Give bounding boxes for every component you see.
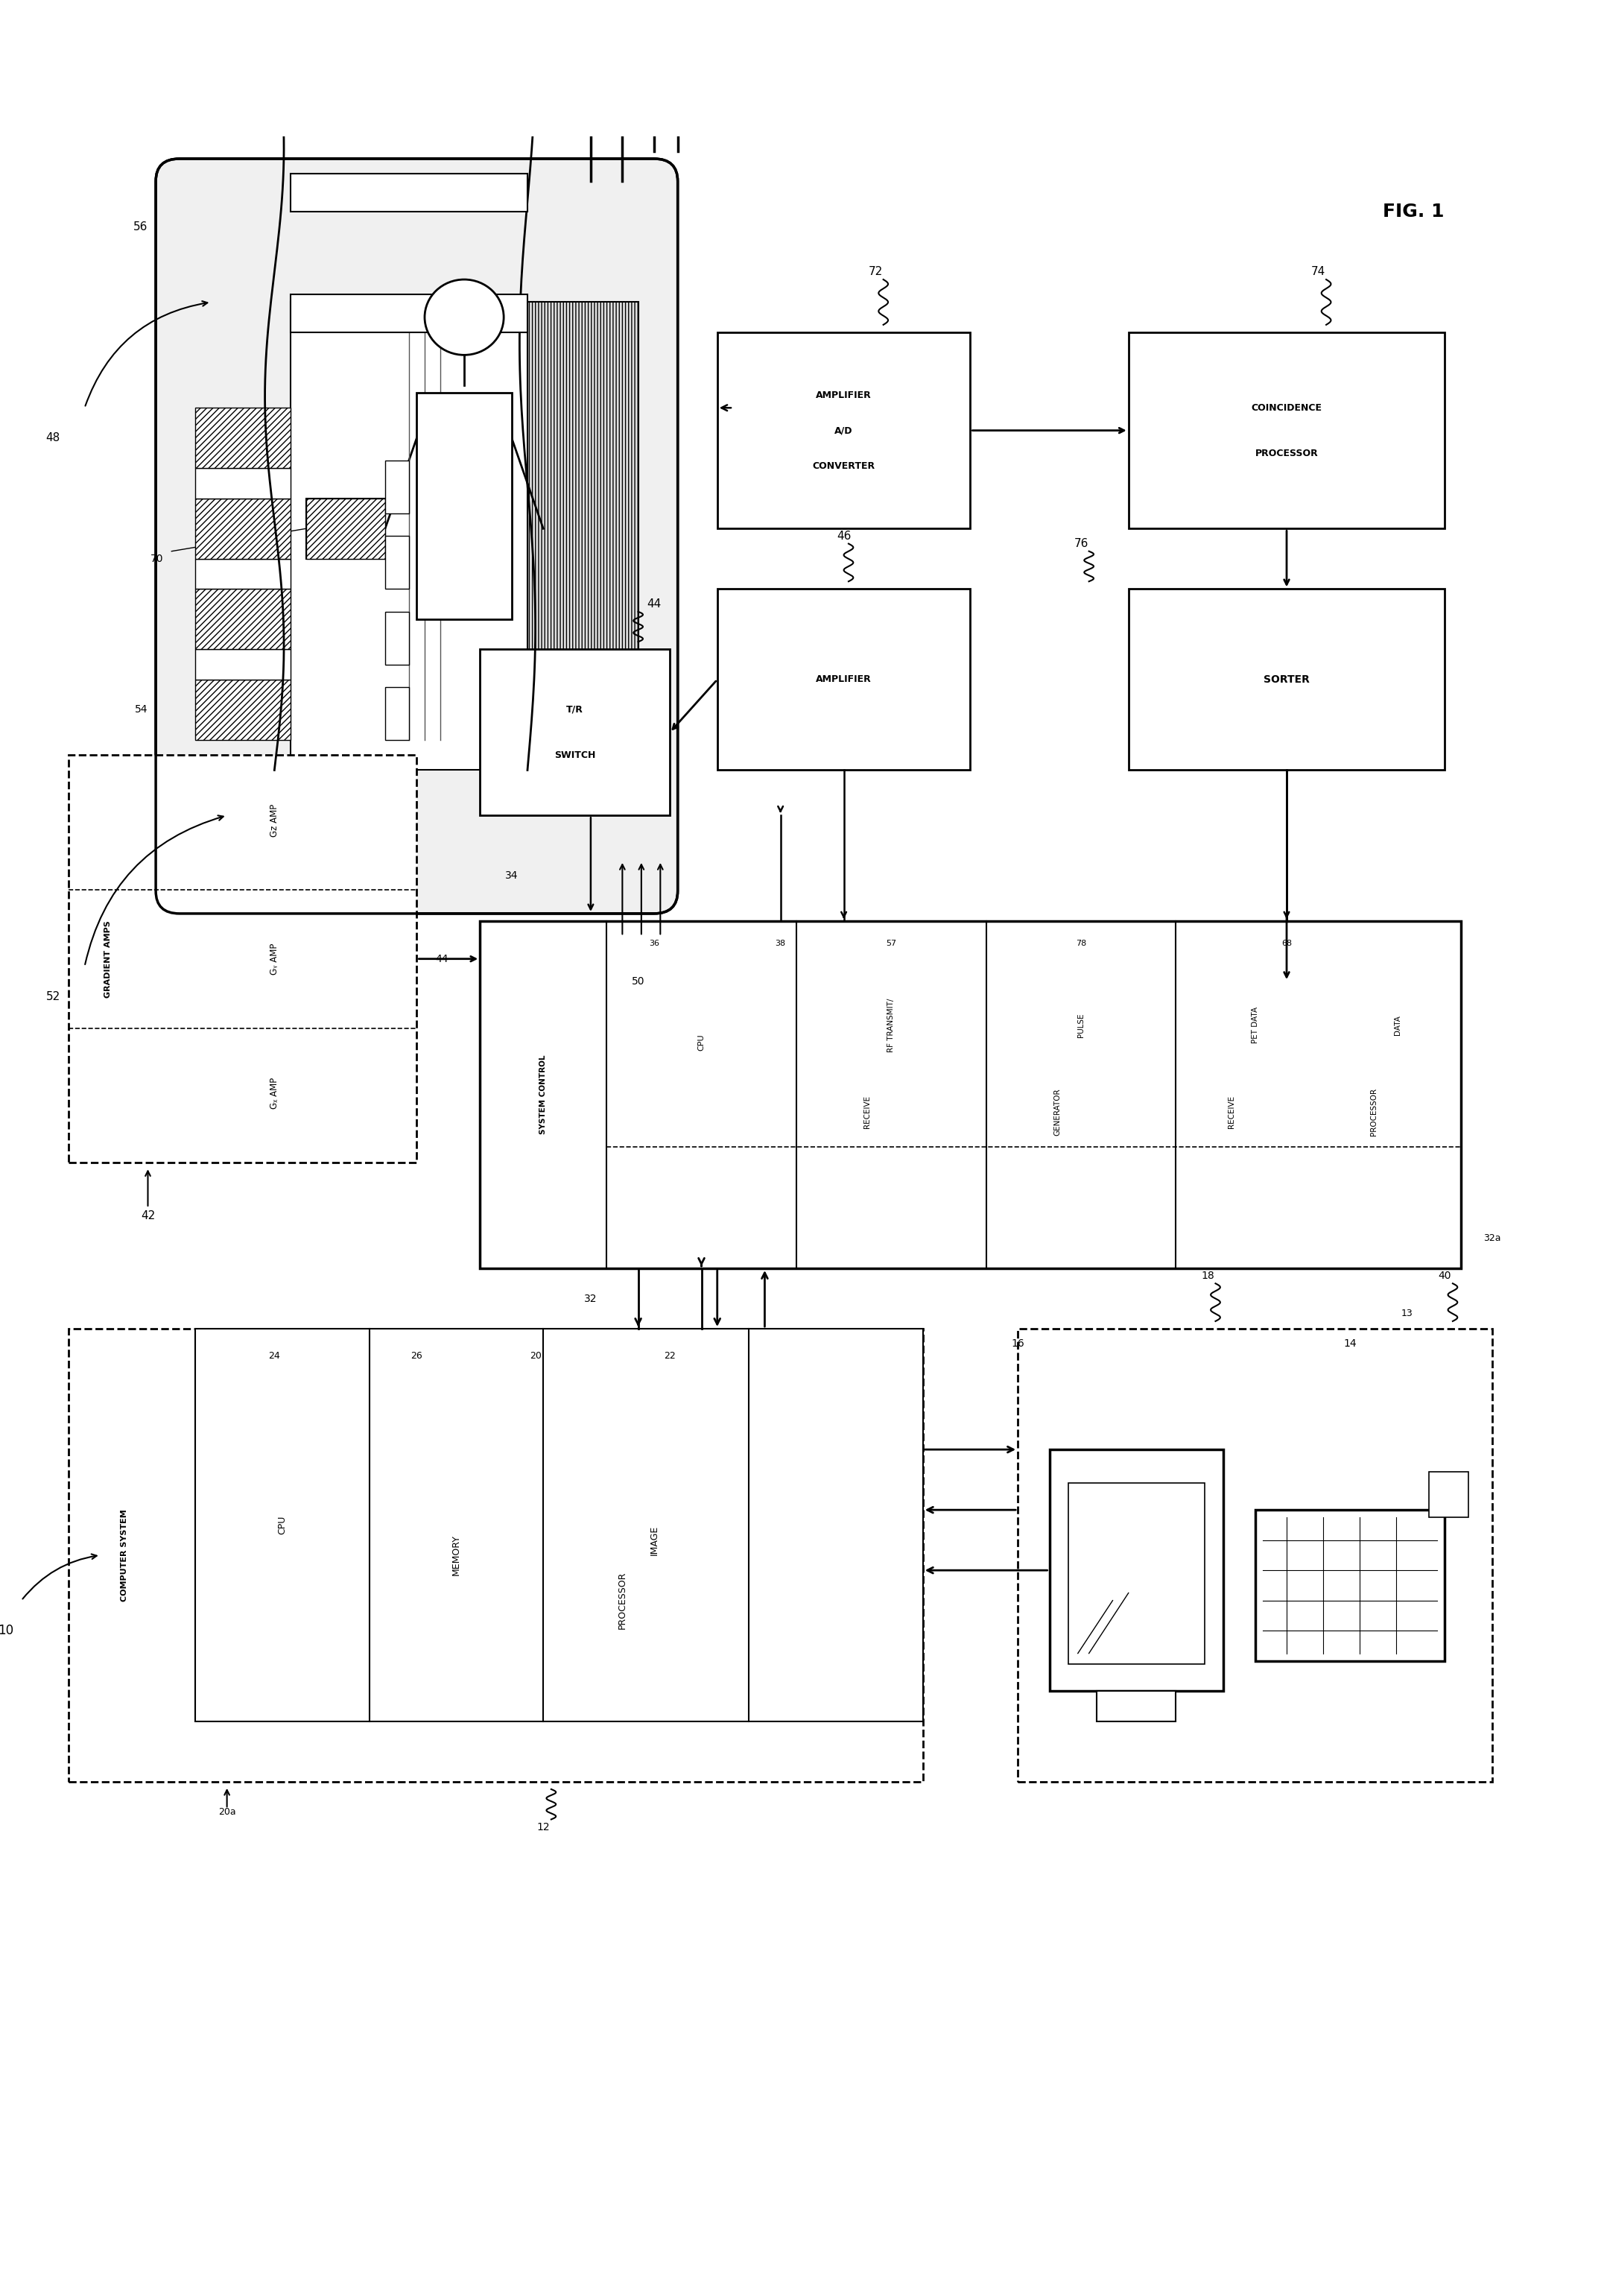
Bar xyxy=(717,590,970,769)
Text: 48: 48 xyxy=(47,432,59,443)
FancyBboxPatch shape xyxy=(156,158,678,914)
Bar xyxy=(69,755,417,1162)
Bar xyxy=(290,303,544,769)
Text: 70: 70 xyxy=(151,553,164,565)
Text: 36: 36 xyxy=(648,939,659,948)
Bar xyxy=(196,650,290,680)
Bar xyxy=(651,7,698,46)
Text: 12: 12 xyxy=(537,1821,550,1832)
Text: 26: 26 xyxy=(411,1350,422,1362)
Text: GENERATOR: GENERATOR xyxy=(1054,1088,1060,1137)
Text: RF TRANSMIT/: RF TRANSMIT/ xyxy=(887,999,895,1052)
Text: 13: 13 xyxy=(1402,1309,1413,1318)
Bar xyxy=(528,303,638,769)
Text: Gᵪ AMP: Gᵪ AMP xyxy=(269,1077,279,1109)
Text: CPU: CPU xyxy=(277,1515,287,1534)
Text: 22: 22 xyxy=(664,1350,675,1362)
Bar xyxy=(1068,1483,1205,1665)
Text: COMPUTER SYSTEM: COMPUTER SYSTEM xyxy=(120,1508,128,1600)
Text: PULSE: PULSE xyxy=(1078,1013,1084,1038)
Bar xyxy=(1429,1472,1469,1518)
Bar xyxy=(196,1329,922,1722)
Bar xyxy=(385,611,409,664)
Text: 52: 52 xyxy=(47,992,59,1001)
Bar xyxy=(385,537,409,590)
Text: 76: 76 xyxy=(1073,537,1088,549)
Text: IMAGE: IMAGE xyxy=(650,1525,659,1554)
Text: CPU: CPU xyxy=(698,1033,706,1052)
Bar xyxy=(196,409,290,468)
Text: PROCESSOR: PROCESSOR xyxy=(618,1573,627,1630)
Text: 78: 78 xyxy=(1076,939,1086,948)
Bar xyxy=(290,174,528,211)
Text: 44: 44 xyxy=(435,953,449,964)
Bar xyxy=(1129,333,1445,528)
Bar xyxy=(717,333,970,528)
Bar xyxy=(290,294,528,333)
Text: COINCIDENCE: COINCIDENCE xyxy=(1251,404,1322,413)
Text: PROCESSOR: PROCESSOR xyxy=(1370,1088,1378,1137)
Text: T/R: T/R xyxy=(566,705,584,714)
Bar xyxy=(480,650,670,815)
Text: 40: 40 xyxy=(1439,1270,1452,1281)
Bar xyxy=(306,498,385,558)
Text: DATA: DATA xyxy=(1394,1015,1400,1035)
Text: SORTER: SORTER xyxy=(1264,675,1310,684)
Bar xyxy=(1049,1449,1224,1692)
Text: Gᴢ AMP: Gᴢ AMP xyxy=(269,804,279,836)
Text: 38: 38 xyxy=(775,939,786,948)
Bar xyxy=(1097,1692,1176,1722)
Text: 56: 56 xyxy=(133,220,148,232)
Text: 20a: 20a xyxy=(218,1807,236,1816)
Text: SWITCH: SWITCH xyxy=(555,751,595,760)
Text: 18: 18 xyxy=(1201,1270,1214,1281)
Text: 16: 16 xyxy=(1011,1339,1025,1350)
Bar xyxy=(196,558,290,590)
Text: PET DATA: PET DATA xyxy=(1251,1008,1259,1045)
Bar xyxy=(1019,1329,1492,1782)
Text: 34: 34 xyxy=(505,870,518,882)
Text: 72: 72 xyxy=(868,266,882,278)
Text: 24: 24 xyxy=(268,1350,281,1362)
Circle shape xyxy=(425,280,504,356)
Text: 50: 50 xyxy=(632,976,645,987)
Text: 32a: 32a xyxy=(1484,1233,1501,1242)
Text: 46: 46 xyxy=(837,530,852,542)
Text: 42: 42 xyxy=(141,1210,156,1221)
Bar xyxy=(306,498,385,558)
Text: 57: 57 xyxy=(885,939,897,948)
Bar xyxy=(385,461,409,514)
Text: 20: 20 xyxy=(529,1350,541,1362)
Polygon shape xyxy=(417,393,512,620)
Bar xyxy=(69,1329,922,1782)
Text: RECEIVE: RECEIVE xyxy=(865,1095,871,1130)
Text: AMPLIFIER: AMPLIFIER xyxy=(816,675,871,684)
Text: MEMORY: MEMORY xyxy=(451,1534,460,1575)
Bar xyxy=(196,590,290,650)
Bar xyxy=(582,23,638,69)
Text: CONVERTER: CONVERTER xyxy=(813,461,876,471)
Text: PROCESSOR: PROCESSOR xyxy=(1254,448,1318,457)
Text: RECEIVE: RECEIVE xyxy=(1227,1095,1235,1130)
Text: GRADIENT AMPS: GRADIENT AMPS xyxy=(104,921,112,996)
Text: A/D: A/D xyxy=(834,425,853,436)
Text: 14: 14 xyxy=(1343,1339,1357,1350)
Bar xyxy=(1254,1511,1445,1660)
Text: AMPLIFIER: AMPLIFIER xyxy=(816,390,871,400)
Text: 74: 74 xyxy=(1310,266,1325,278)
Text: Gᵧ AMP: Gᵧ AMP xyxy=(269,944,279,974)
Text: 32: 32 xyxy=(584,1293,597,1304)
Text: 68: 68 xyxy=(1282,939,1291,948)
Bar xyxy=(1129,590,1445,769)
Text: FIG. 1: FIG. 1 xyxy=(1383,202,1444,220)
Bar xyxy=(385,687,409,739)
Bar xyxy=(196,498,290,558)
Bar xyxy=(196,680,290,739)
Text: SYSTEM CONTROL: SYSTEM CONTROL xyxy=(539,1056,547,1134)
Bar xyxy=(480,921,1461,1267)
Text: 10: 10 xyxy=(0,1623,13,1637)
Text: 44: 44 xyxy=(646,599,661,611)
Text: 54: 54 xyxy=(135,705,148,714)
Bar xyxy=(196,468,290,498)
